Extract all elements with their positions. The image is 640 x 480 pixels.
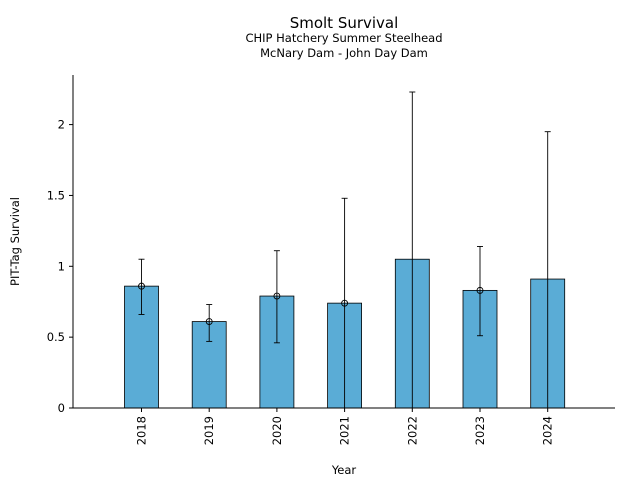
markers-group bbox=[138, 282, 484, 326]
point-marker bbox=[341, 299, 349, 307]
chart-subtitle-line-2: McNary Dam - John Day Dam bbox=[260, 46, 428, 60]
y-tick-label: 2 bbox=[58, 118, 65, 132]
chart-subtitle-line-1: CHIP Hatchery Summer Steelhead bbox=[245, 31, 442, 45]
x-tick-label: 2021 bbox=[338, 416, 352, 445]
x-tick-label: 2022 bbox=[405, 416, 419, 445]
y-axis-label: PIT-Tag Survival bbox=[8, 197, 22, 286]
x-tick-label: 2023 bbox=[473, 416, 487, 445]
point-marker bbox=[205, 318, 213, 326]
y-tick-label: 1 bbox=[58, 259, 65, 273]
errorbars-group bbox=[138, 91, 551, 409]
x-tick-label: 2019 bbox=[202, 416, 216, 445]
x-tick-label: 2024 bbox=[541, 416, 555, 445]
y-tick-label: 0 bbox=[58, 401, 65, 415]
x-tick-label: 2018 bbox=[135, 416, 149, 445]
chart-title: Smolt Survival bbox=[290, 14, 399, 32]
point-marker bbox=[138, 282, 145, 290]
y-tick-label: 0.5 bbox=[47, 330, 65, 344]
y-ticks-group: 0 0.5 1 1.5 2 bbox=[47, 118, 73, 415]
point-marker bbox=[273, 292, 281, 300]
y-tick-label: 1.5 bbox=[47, 188, 65, 202]
point-marker bbox=[476, 286, 484, 294]
x-tick-label: 2020 bbox=[270, 416, 284, 445]
x-ticks-group: 2018 2019 2020 2021 2022 2023 2024 bbox=[135, 408, 555, 445]
x-axis-label: Year bbox=[331, 463, 357, 477]
